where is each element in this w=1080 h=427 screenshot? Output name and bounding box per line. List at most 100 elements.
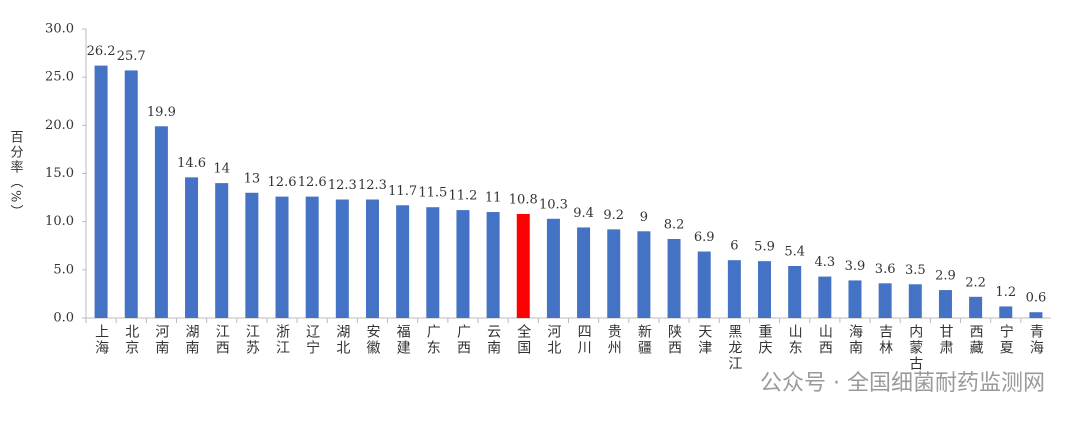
bar (426, 207, 440, 318)
watermark: 公众号 · 全国细菌耐药监测网 (760, 371, 1045, 396)
bar (154, 126, 168, 319)
x-tick-label: 湖南 (184, 324, 200, 356)
value-label: 12.6 (268, 175, 297, 190)
x-tick-label: 辽宁 (304, 324, 320, 356)
value-label: 12.3 (328, 178, 357, 193)
value-label: 9.2 (603, 208, 624, 223)
x-tick-label: 西藏 (968, 324, 984, 356)
value-label: 11.5 (418, 186, 447, 201)
x-tick-label: 内蒙古 (907, 324, 923, 372)
x-tick-label: 青海 (1028, 324, 1044, 356)
value-label: 14.6 (177, 156, 206, 171)
bar (305, 196, 319, 318)
x-tick-label: 贵州 (606, 324, 622, 356)
value-label: 3.5 (905, 263, 926, 278)
bar (516, 213, 530, 318)
value-label: 10.8 (509, 192, 538, 207)
bar (94, 65, 108, 319)
x-tick-label: 天津 (696, 324, 712, 356)
value-label: 9 (640, 210, 648, 225)
bar (727, 260, 741, 318)
x-tick-label: 甘肃 (937, 324, 953, 356)
value-label: 12.3 (358, 178, 387, 193)
value-label: 1.2 (995, 285, 1016, 300)
x-tick-label: 广西 (455, 324, 471, 356)
x-tick-label: 重庆 (757, 324, 773, 356)
bar (275, 196, 289, 318)
value-label: 2.2 (965, 275, 986, 290)
bar (1029, 312, 1043, 318)
bar (185, 177, 199, 318)
x-tick-label: 吉林 (877, 324, 893, 356)
x-tick-label: 新疆 (636, 324, 652, 356)
value-label: 0.6 (1026, 291, 1047, 306)
value-label: 26.2 (87, 44, 116, 59)
value-label: 11.2 (448, 189, 477, 204)
value-label: 19.9 (147, 105, 176, 120)
value-label: 5.9 (754, 240, 775, 255)
value-label: 11 (485, 191, 502, 206)
bar (878, 283, 892, 318)
value-label: 10.3 (539, 197, 568, 212)
value-label: 8.2 (664, 218, 685, 233)
bar (908, 284, 922, 318)
x-tick-label: 山东 (787, 324, 803, 356)
x-tick-label: 湖北 (334, 324, 350, 356)
bar (396, 205, 410, 318)
x-tick-label: 上海 (93, 324, 109, 356)
x-tick-label: 宁夏 (998, 323, 1014, 356)
x-tick-label: 河北 (545, 324, 561, 356)
value-label: 6.9 (694, 230, 715, 245)
y-tick-label: 5.0 (53, 262, 74, 277)
bar (848, 280, 862, 318)
x-tick-label: 河南 (153, 324, 169, 356)
bar (245, 192, 259, 318)
x-tick-label: 浙江 (274, 324, 290, 356)
value-label: 3.9 (845, 259, 866, 274)
x-tick-label: 海南 (847, 324, 863, 356)
x-tick-label: 福建 (395, 324, 411, 356)
value-label: 14 (213, 162, 230, 177)
y-tick-label: 25.0 (45, 70, 74, 85)
value-label: 5.4 (784, 244, 805, 259)
bar (938, 290, 952, 318)
y-tick-label: 20.0 (45, 118, 74, 133)
y-tick-label: 0.0 (53, 311, 74, 326)
x-tick-label: 山西 (817, 324, 833, 356)
bar (215, 183, 229, 318)
bar (788, 265, 802, 318)
y-tick-label: 10.0 (45, 214, 74, 229)
x-tick-label: 北京 (123, 324, 139, 356)
x-tick-label: 安徽 (364, 324, 380, 356)
x-tick-label: 全国 (515, 323, 531, 356)
bar (577, 227, 591, 318)
bar (456, 210, 470, 318)
x-tick-label: 四川 (576, 324, 592, 356)
x-tick-label: 江苏 (244, 324, 260, 356)
bar (365, 199, 379, 318)
value-label: 12.6 (298, 175, 327, 190)
value-label: 11.7 (388, 184, 417, 199)
x-tick-label: 陕西 (666, 324, 682, 356)
bar (124, 70, 138, 318)
bar (637, 231, 651, 318)
bar (697, 251, 711, 318)
bar (667, 239, 681, 318)
value-label: 25.7 (117, 49, 146, 64)
bar (486, 212, 500, 318)
bar (999, 306, 1013, 318)
y-tick-label: 15.0 (45, 166, 74, 181)
value-label: 9.4 (573, 206, 594, 221)
y-axis-label: 百分率（%） (8, 130, 24, 219)
bar (969, 296, 983, 318)
value-label: 6 (730, 239, 738, 254)
value-label: 2.9 (935, 269, 956, 284)
value-label: 4.3 (814, 255, 835, 270)
value-label: 13 (244, 171, 261, 186)
value-label: 3.6 (875, 262, 896, 277)
x-tick-label: 云南 (485, 324, 501, 356)
bar (546, 218, 560, 318)
bar (818, 276, 832, 318)
x-tick-label: 江西 (214, 324, 230, 356)
